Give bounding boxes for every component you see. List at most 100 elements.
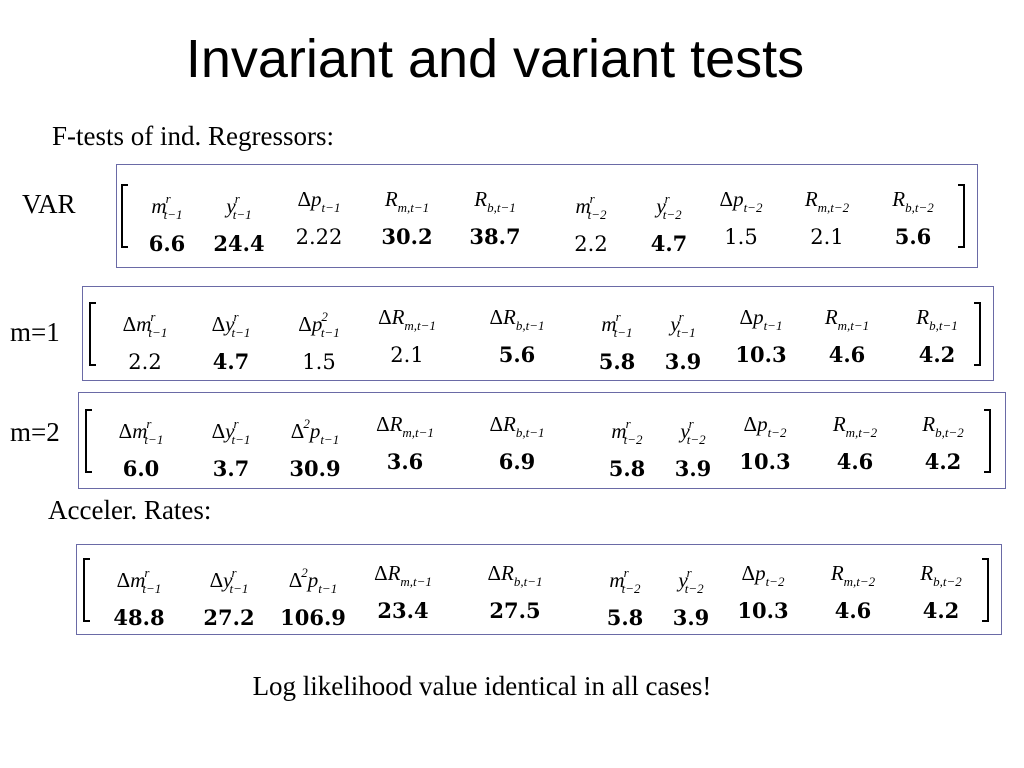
regressor-symbol: Rm,t−1 bbox=[824, 304, 870, 333]
matrix-entry: Δpt−2 10.3 bbox=[737, 558, 788, 623]
f-statistic-value: 3.6 bbox=[386, 448, 424, 474]
regressor-symbol: yrt−1 bbox=[226, 191, 252, 222]
regressor-symbol: Δpt−2 bbox=[741, 560, 785, 589]
f-statistic-value: 5.8 bbox=[608, 455, 646, 481]
matrix-entry: yrt−1 3.9 bbox=[665, 302, 702, 374]
f-statistic-value: 4.6 bbox=[834, 597, 872, 623]
matrix-entry: Δyrt−1 27.2 bbox=[203, 558, 254, 630]
matrix-label-var: VAR bbox=[22, 189, 76, 219]
f-statistic-value: 3.9 bbox=[672, 604, 710, 630]
regressor-symbol: Δ2pt−1 bbox=[290, 415, 340, 447]
matrix-entry: yrt−1 24.4 bbox=[213, 184, 264, 256]
f-statistic-value: 4.7 bbox=[650, 231, 688, 256]
matrix-label-m1: m=1 bbox=[10, 317, 60, 347]
matrix-entry: ΔRm,t−1 2.1 bbox=[378, 302, 436, 367]
f-statistic-value: 10.3 bbox=[735, 341, 787, 367]
f-statistic-value: 30.2 bbox=[381, 224, 433, 249]
matrix-m1: Δmrt−1 2.2 Δyrt−1 4.7 Δp2t−1 1.5 ΔRm,t−1 2.1 ΔRb… bbox=[83, 301, 993, 374]
regressor-symbol: yrt−1 bbox=[670, 308, 696, 340]
regressor-symbol: Δmrt−1 bbox=[118, 415, 164, 447]
matrix-entry: Δpt−1 2.22 bbox=[295, 184, 343, 249]
matrix-entry: yrt−2 3.9 bbox=[675, 409, 712, 481]
left-bracket bbox=[89, 301, 96, 366]
regressor-symbol: Δpt−1 bbox=[739, 304, 783, 333]
regressor-symbol: Δyrt−1 bbox=[211, 415, 251, 447]
matrix-entry: Δyrt−1 3.7 bbox=[211, 409, 251, 481]
regressor-symbol: mrt−1 bbox=[601, 308, 633, 340]
f-statistic-value: 1.5 bbox=[724, 225, 758, 249]
left-bracket bbox=[121, 184, 128, 248]
f-statistic-value: 4.2 bbox=[918, 341, 956, 367]
regressor-symbol: Rb,t−2 bbox=[922, 411, 964, 440]
footnote: Log likelihood value identical in all ca… bbox=[252, 671, 712, 701]
matrix-entry: Δpt−2 10.3 bbox=[739, 409, 791, 474]
regressor-symbol: Rb,t−2 bbox=[920, 560, 962, 589]
matrix-entry: mrt−1 5.8 bbox=[599, 302, 636, 374]
regressor-symbol: Rm,t−1 bbox=[384, 187, 430, 215]
f-statistic-value: 2.1 bbox=[390, 342, 424, 367]
matrix-entry: ΔRm,t−1 23.4 bbox=[374, 558, 432, 623]
f-statistic-value: 4.2 bbox=[922, 597, 960, 623]
f-statistic-value: 5.8 bbox=[606, 604, 644, 630]
f-statistic-value: 2.22 bbox=[295, 225, 343, 249]
matrix-entry: Rb,t−2 4.2 bbox=[922, 409, 964, 474]
matrix-entry: mrt−2 2.2 bbox=[574, 184, 607, 256]
regressor-symbol: Δp2t−1 bbox=[298, 308, 340, 340]
f-statistic-value: 4.6 bbox=[836, 448, 874, 474]
f-statistic-value: 30.9 bbox=[289, 455, 341, 481]
matrix-entry: Δmrt−1 2.2 bbox=[122, 302, 168, 374]
matrix-entry: Rb,t−2 4.2 bbox=[920, 558, 962, 623]
matrix-entry: ΔRm,t−1 3.6 bbox=[376, 409, 434, 474]
f-statistic-value: 38.7 bbox=[469, 224, 521, 249]
matrix-panel-var: mrt−1 6.6 yrt−1 24.4 Δpt−1 2.22 Rm,t−1 30.2 Rb,t… bbox=[116, 164, 978, 268]
matrix-entry: Rb,t−1 38.7 bbox=[469, 184, 521, 249]
left-bracket bbox=[83, 557, 90, 622]
matrix-entry: yrt−2 4.7 bbox=[651, 184, 688, 256]
regressor-symbol: ΔRb,t−1 bbox=[487, 560, 543, 589]
regressor-symbol: Rm,t−2 bbox=[804, 187, 850, 215]
matrix-accel: Δmrt−1 48.8 Δyrt−1 27.2 Δ2pt−1 106.9 ΔRm,t−1 23… bbox=[77, 557, 1001, 630]
matrix-entry: Δp2t−1 1.5 bbox=[298, 302, 340, 374]
matrix-var: mrt−1 6.6 yrt−1 24.4 Δpt−1 2.22 Rm,t−1 30.2 Rb,t… bbox=[117, 184, 977, 256]
f-statistic-value: 23.4 bbox=[377, 597, 429, 623]
f-statistic-value: 3.9 bbox=[674, 455, 712, 481]
f-statistic-value: 4.6 bbox=[828, 341, 866, 367]
f-statistic-value: 4.7 bbox=[212, 348, 250, 374]
matrix-entry: Δmrt−1 48.8 bbox=[113, 558, 164, 630]
f-statistic-value: 10.3 bbox=[739, 448, 791, 474]
regressor-symbol: mrt−1 bbox=[151, 191, 183, 222]
matrix-entry: Rm,t−1 30.2 bbox=[381, 184, 433, 249]
f-statistic-value: 6.6 bbox=[148, 231, 186, 256]
matrix-entry: ΔRb,t−1 27.5 bbox=[487, 558, 543, 623]
matrix-m2: Δmrt−1 6.0 Δyrt−1 3.7 Δ2pt−1 30.9 ΔRm,t−1 3.6 ΔR… bbox=[79, 408, 1005, 481]
matrix-entry: Δyrt−1 4.7 bbox=[211, 302, 251, 374]
matrix-entry: Rm,t−2 4.6 bbox=[831, 558, 875, 623]
matrix-entry: Rb,t−1 4.2 bbox=[916, 302, 958, 367]
regressor-symbol: Δmrt−1 bbox=[122, 308, 168, 340]
f-statistic-value: 5.6 bbox=[894, 224, 932, 249]
regressor-symbol: Rb,t−2 bbox=[892, 187, 934, 215]
f-statistic-value: 1.5 bbox=[302, 349, 336, 374]
right-bracket bbox=[984, 408, 991, 473]
f-statistic-value: 27.2 bbox=[203, 604, 255, 630]
f-statistic-value: 6.9 bbox=[498, 448, 536, 474]
regressor-symbol: mrt−2 bbox=[575, 191, 607, 222]
regressor-symbol: ΔRm,t−1 bbox=[374, 560, 432, 589]
regressor-symbol: Δyrt−1 bbox=[211, 308, 251, 340]
slide-title: Invariant and variant tests bbox=[185, 29, 805, 89]
f-statistic-value: 3.7 bbox=[212, 455, 250, 481]
matrix-entry: ΔRb,t−1 6.9 bbox=[490, 409, 545, 474]
matrix-entry: Δ2pt−1 30.9 bbox=[289, 409, 340, 481]
regressor-symbol: Δyrt−1 bbox=[209, 564, 249, 596]
right-bracket bbox=[974, 301, 981, 366]
f-tests-heading: F-tests of ind. Regressors: bbox=[52, 121, 334, 151]
f-statistic-value: 3.9 bbox=[664, 348, 702, 374]
regressor-symbol: Δpt−1 bbox=[297, 187, 341, 215]
f-statistic-value: 6.0 bbox=[122, 455, 160, 481]
regressor-symbol: ΔRm,t−1 bbox=[376, 411, 434, 440]
matrix-entry: mrt−1 6.6 bbox=[149, 184, 186, 256]
regressor-symbol: Rb,t−1 bbox=[916, 304, 958, 333]
matrix-panel-accel: Δmrt−1 48.8 Δyrt−1 27.2 Δ2pt−1 106.9 ΔRm,t−1 23… bbox=[76, 544, 1002, 635]
f-statistic-value: 24.4 bbox=[213, 231, 265, 256]
f-statistic-value: 5.8 bbox=[598, 348, 636, 374]
